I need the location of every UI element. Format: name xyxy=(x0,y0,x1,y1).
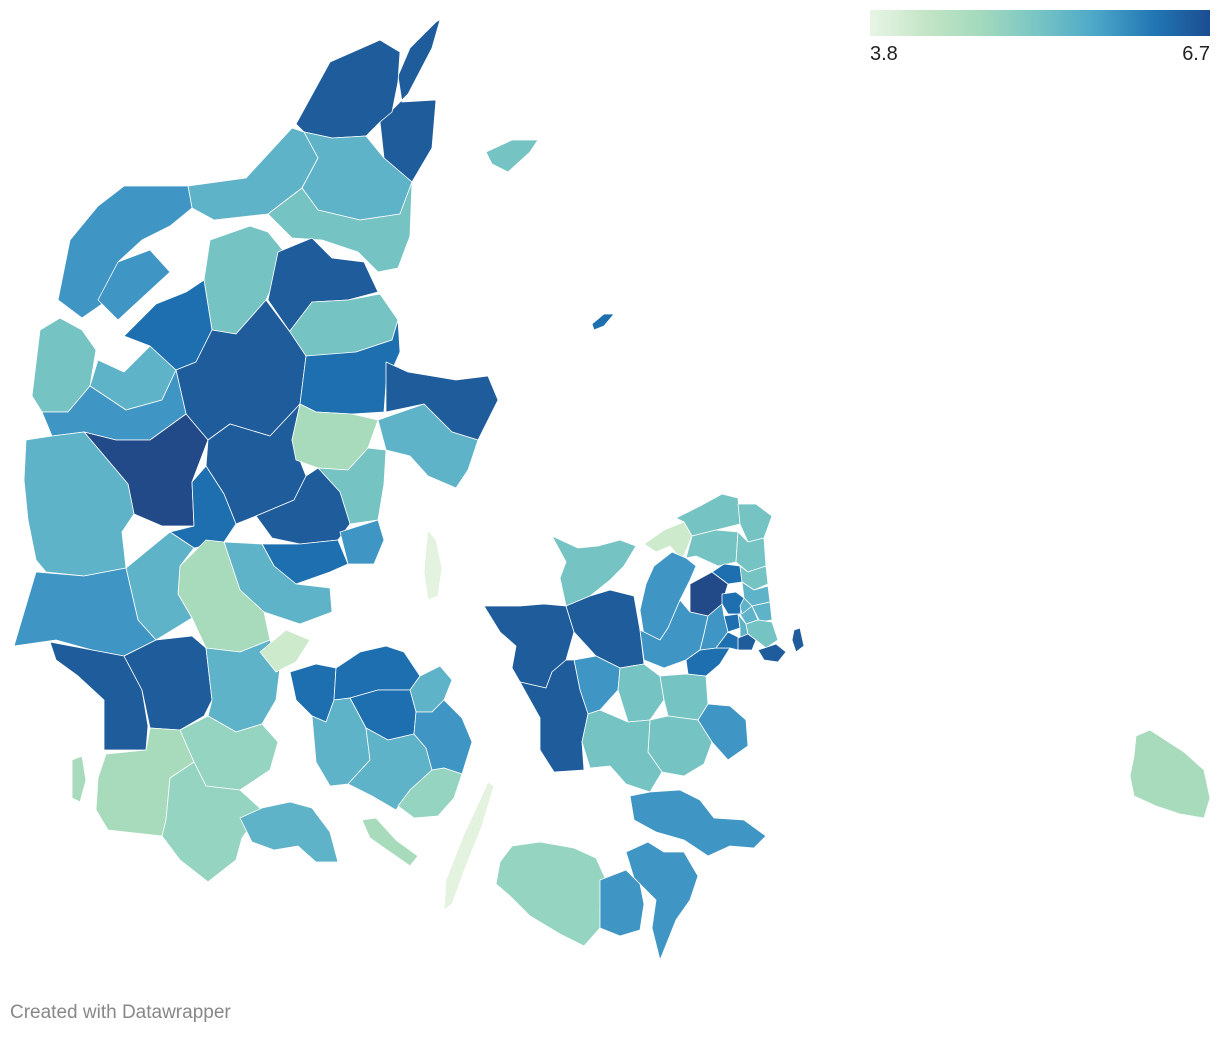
region-vejen[interactable]: Vejen xyxy=(123,635,213,731)
region-syddjurs[interactable]: Syddjurs xyxy=(377,403,479,489)
region-anholt[interactable]: Anholt xyxy=(591,313,615,331)
region-taarnby[interactable]: Tårnby xyxy=(757,643,787,663)
region-lolland[interactable]: Lolland xyxy=(495,841,607,947)
region-morso[interactable]: Morsø xyxy=(97,249,171,321)
region-naestved[interactable]: Næstved xyxy=(581,709,663,793)
region-aero[interactable]: Ærø xyxy=(361,817,419,867)
region-rebild[interactable]: Rebild xyxy=(267,237,379,333)
region-bornholm[interactable]: Bornholm xyxy=(1129,729,1211,819)
region-fano[interactable]: Fanø xyxy=(71,755,87,803)
region-guldborgsund[interactable]: Guldborgsund xyxy=(625,841,699,961)
region-aabenraa[interactable]: Aabenraa xyxy=(161,761,263,883)
region-helsingor[interactable]: Helsingør xyxy=(737,503,773,543)
legend-max-label: 6.7 xyxy=(1182,43,1210,65)
region-ringsted[interactable]: Ringsted xyxy=(617,663,665,723)
region-stevns[interactable]: Stevns xyxy=(697,703,749,761)
region-sonderborg[interactable]: Sønderborg xyxy=(239,801,339,863)
color-scale-legend: 3.8 6.7 xyxy=(870,10,1210,67)
region-nyborg[interactable]: Nyborg xyxy=(413,699,473,775)
legend-gradient-bar xyxy=(870,10,1210,36)
region-hoje-taastrup[interactable]: Høje-Taastrup xyxy=(699,603,729,651)
region-halsnaes[interactable]: Halsnæs xyxy=(643,521,693,561)
legend-min-label: 3.8 xyxy=(870,43,898,65)
legend-labels: 3.8 6.7 xyxy=(870,41,1210,67)
region-dragor[interactable]: Dragør xyxy=(791,627,805,653)
region-odsherred[interactable]: Odsherred xyxy=(551,535,637,607)
region-varde[interactable]: Varde xyxy=(13,567,157,657)
region-vordingborg[interactable]: Vordingborg xyxy=(629,789,767,857)
region-brondby[interactable]: Brøndby xyxy=(737,633,757,651)
region-svendborg[interactable]: Svendborg xyxy=(397,767,463,819)
region-holbaek[interactable]: Holbæk xyxy=(565,589,645,669)
region-aalborg[interactable]: Aalborg xyxy=(267,181,413,273)
region-norddjurs[interactable]: Norddjurs xyxy=(385,361,499,441)
region-laeso[interactable]: Læsø xyxy=(485,139,539,173)
region-odder[interactable]: Odder xyxy=(339,519,385,565)
region-fredericia[interactable]: Fredericia xyxy=(259,629,311,673)
region-kobenhavn[interactable]: København xyxy=(745,619,779,649)
region-gladsaxe[interactable]: Gladsaxe xyxy=(739,597,753,615)
region-hillerod[interactable]: Hillerød xyxy=(685,529,739,567)
region-kolding[interactable]: Kolding xyxy=(205,639,281,733)
datawrapper-credit: Created with Datawrapper xyxy=(10,1002,231,1023)
region-koge[interactable]: Køge xyxy=(659,673,709,721)
region-gentofte[interactable]: Gentofte xyxy=(751,601,773,623)
region-langeland[interactable]: Langeland xyxy=(443,781,495,911)
region-frederikshavn[interactable]: Frederikshavn xyxy=(379,11,453,183)
region-skanderborg[interactable]: Skanderborg xyxy=(255,467,351,545)
region-samso[interactable]: Samsø xyxy=(423,529,443,601)
region-lolland-east[interactable]: Guldborgsund xyxy=(599,869,645,937)
